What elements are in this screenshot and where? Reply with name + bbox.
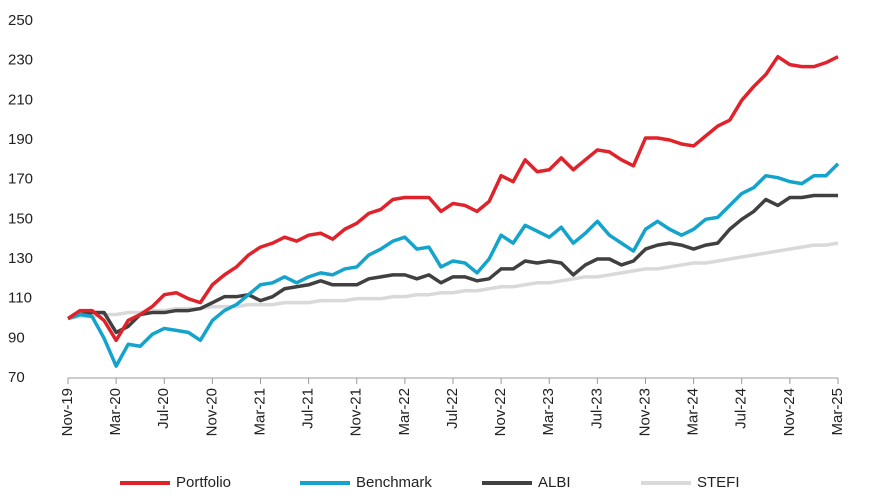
- y-tick-label: 110: [8, 290, 32, 307]
- x-tick-label: Nov-21: [348, 388, 365, 436]
- x-tick-label: Mar-25: [829, 388, 846, 436]
- series-line: [67, 241, 839, 321]
- x-tick-label: Nov-24: [781, 388, 798, 436]
- series-line: [67, 54, 839, 343]
- legend-label: Benchmark: [356, 474, 432, 491]
- x-tick-label: Jul-22: [444, 388, 461, 429]
- x-tick-label: Jul-20: [155, 388, 172, 429]
- y-tick-label: 230: [8, 52, 33, 69]
- x-tick-label: Nov-19: [59, 388, 76, 436]
- y-tick-label: 170: [8, 171, 33, 188]
- x-tick-label: Nov-22: [492, 388, 509, 436]
- y-tick-label: 250: [8, 12, 33, 29]
- y-tick-label: 150: [8, 210, 33, 227]
- y-tick-label: 210: [8, 91, 33, 108]
- legend-label: STEFI: [697, 474, 740, 491]
- x-tick-label: Mar-22: [396, 388, 413, 436]
- legend-label: ALBI: [538, 474, 571, 491]
- x-tick-label: Jul-24: [733, 388, 750, 429]
- x-tick-label: Mar-23: [540, 388, 557, 436]
- series-line: [67, 162, 840, 368]
- x-tick-label: Mar-21: [251, 388, 268, 436]
- y-tick-label: 90: [8, 329, 25, 346]
- y-tick-label: 70: [8, 369, 25, 386]
- y-tick-label: 190: [8, 131, 33, 148]
- x-tick-label: Jul-21: [300, 388, 317, 429]
- series-line: [67, 193, 838, 335]
- x-tick-label: Jul-23: [588, 388, 605, 429]
- x-tick-label: Mar-20: [107, 388, 124, 436]
- legend-label: Portfolio: [176, 474, 231, 491]
- y-tick-label: 130: [8, 250, 33, 267]
- x-tick-label: Nov-23: [636, 388, 653, 436]
- x-tick-label: Mar-24: [685, 388, 702, 436]
- x-tick-label: Nov-20: [203, 388, 220, 436]
